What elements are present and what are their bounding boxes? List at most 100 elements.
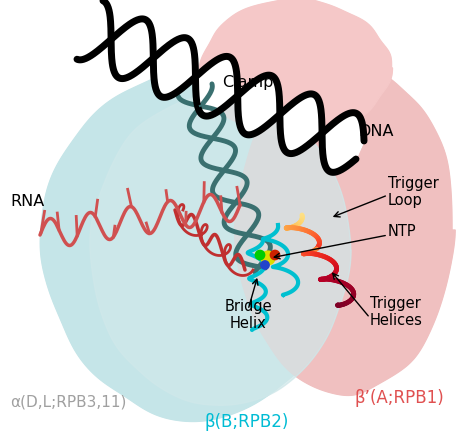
Polygon shape — [327, 113, 352, 169]
Polygon shape — [153, 56, 155, 61]
Polygon shape — [196, 62, 213, 100]
Polygon shape — [324, 115, 346, 163]
Polygon shape — [271, 102, 280, 122]
Polygon shape — [280, 109, 286, 123]
Polygon shape — [164, 40, 190, 97]
Polygon shape — [328, 113, 355, 171]
Polygon shape — [243, 75, 270, 133]
Polygon shape — [201, 56, 228, 114]
Polygon shape — [192, 73, 195, 80]
Polygon shape — [155, 42, 173, 83]
Polygon shape — [163, 39, 190, 97]
Polygon shape — [99, 23, 111, 50]
Polygon shape — [348, 131, 364, 166]
Polygon shape — [252, 80, 276, 134]
Polygon shape — [155, 42, 173, 84]
Polygon shape — [290, 96, 316, 153]
Polygon shape — [293, 98, 318, 153]
Polygon shape — [332, 114, 358, 172]
Polygon shape — [281, 100, 297, 137]
Polygon shape — [157, 38, 181, 92]
Polygon shape — [253, 81, 277, 134]
Polygon shape — [202, 56, 228, 115]
Polygon shape — [196, 73, 200, 83]
Polygon shape — [270, 101, 280, 123]
Polygon shape — [243, 75, 269, 132]
Polygon shape — [180, 57, 195, 90]
Polygon shape — [224, 78, 237, 107]
Polygon shape — [280, 107, 289, 126]
Polygon shape — [118, 19, 145, 78]
Polygon shape — [79, 2, 105, 60]
Polygon shape — [324, 116, 344, 161]
Polygon shape — [281, 101, 295, 135]
Polygon shape — [111, 29, 124, 56]
Polygon shape — [239, 78, 260, 124]
Polygon shape — [289, 95, 315, 153]
Polygon shape — [134, 33, 152, 74]
Polygon shape — [133, 32, 152, 74]
Polygon shape — [185, 63, 195, 86]
Polygon shape — [238, 88, 246, 107]
Polygon shape — [211, 62, 235, 115]
Polygon shape — [306, 112, 321, 147]
Polygon shape — [155, 40, 176, 87]
Polygon shape — [228, 83, 237, 104]
Polygon shape — [176, 52, 194, 93]
Polygon shape — [196, 64, 211, 97]
Polygon shape — [261, 90, 279, 130]
Polygon shape — [198, 58, 220, 108]
Polygon shape — [168, 43, 192, 97]
Polygon shape — [231, 87, 237, 101]
Polygon shape — [160, 38, 187, 97]
Polygon shape — [200, 56, 225, 113]
Polygon shape — [138, 38, 153, 71]
Polygon shape — [201, 56, 228, 114]
Polygon shape — [238, 83, 252, 115]
Polygon shape — [319, 129, 322, 136]
Polygon shape — [173, 48, 194, 95]
Polygon shape — [308, 114, 321, 145]
Polygon shape — [187, 66, 195, 84]
Polygon shape — [95, 18, 110, 53]
Polygon shape — [87, 9, 109, 58]
Polygon shape — [352, 135, 364, 163]
Polygon shape — [153, 55, 156, 62]
Polygon shape — [200, 56, 225, 112]
Polygon shape — [299, 104, 320, 151]
Polygon shape — [322, 128, 328, 140]
Polygon shape — [238, 85, 250, 112]
Polygon shape — [292, 97, 318, 153]
Polygon shape — [238, 87, 248, 110]
Text: RNA: RNA — [10, 194, 44, 209]
Polygon shape — [124, 23, 149, 78]
Polygon shape — [197, 59, 219, 106]
Polygon shape — [210, 61, 234, 116]
Polygon shape — [106, 32, 111, 44]
Polygon shape — [330, 113, 357, 172]
Polygon shape — [323, 117, 341, 158]
Polygon shape — [120, 20, 146, 78]
Polygon shape — [317, 126, 322, 138]
Polygon shape — [125, 24, 150, 78]
Polygon shape — [40, 68, 348, 421]
Polygon shape — [238, 86, 249, 111]
Polygon shape — [227, 82, 237, 104]
Polygon shape — [338, 120, 362, 171]
Polygon shape — [101, 27, 111, 48]
Polygon shape — [320, 131, 322, 135]
Polygon shape — [285, 94, 310, 151]
Polygon shape — [282, 96, 304, 144]
Polygon shape — [240, 76, 264, 128]
Polygon shape — [273, 105, 280, 121]
Polygon shape — [322, 125, 331, 145]
Polygon shape — [326, 113, 351, 168]
Polygon shape — [103, 28, 111, 47]
Polygon shape — [241, 76, 264, 129]
Polygon shape — [292, 97, 317, 153]
Polygon shape — [128, 27, 151, 77]
Polygon shape — [141, 42, 153, 69]
Polygon shape — [109, 37, 111, 41]
Polygon shape — [349, 132, 364, 165]
Polygon shape — [245, 76, 272, 134]
